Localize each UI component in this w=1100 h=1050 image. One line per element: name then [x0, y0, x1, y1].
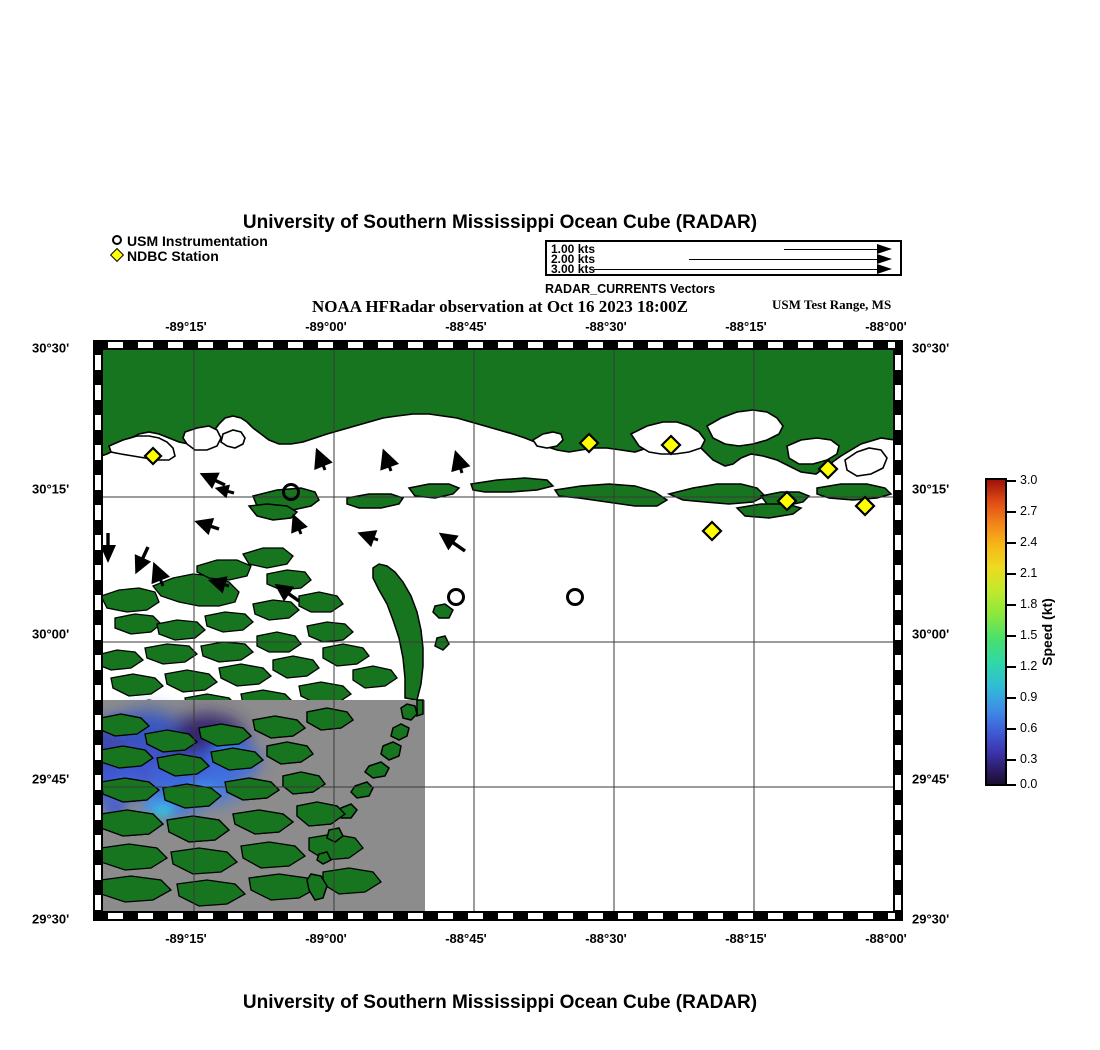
frame-innerline-right: [893, 348, 895, 913]
x-tick-top-4: -88°15': [725, 319, 767, 334]
y-tick-right-0: 30°30': [912, 340, 950, 356]
colorbar-label-8: 0.6: [1020, 721, 1038, 735]
vector-arrowhead-2: [877, 254, 892, 264]
colorbar-gradient: [985, 478, 1007, 786]
vector-arrowhead-3: [877, 264, 892, 274]
colorbar-label-9: 0.3: [1020, 752, 1038, 766]
current-vector-arrows: [101, 447, 471, 603]
map-canvas[interactable]: [101, 348, 895, 913]
frame-line-bottom: [93, 919, 903, 921]
colorbar-label-10: 0.0: [1020, 777, 1038, 791]
colorbar-tick-6: [1007, 666, 1016, 668]
colorbar-label-5: 1.5: [1020, 628, 1038, 642]
page-title: University of Southern Mississippi Ocean…: [242, 212, 758, 233]
page-footer-title: University of Southern Mississippi Ocean…: [242, 992, 758, 1013]
vector-shaft-1: [784, 249, 879, 250]
colorbar-tick-10: [1007, 784, 1016, 786]
y-tick-left-3: 29°45': [32, 771, 70, 787]
colorbar-label-3: 2.1: [1020, 566, 1038, 580]
y-tick-left-1: 30°15': [32, 481, 70, 497]
frame-line-left: [93, 340, 95, 921]
ndbc-station-markers: [143, 432, 876, 542]
colorbar-tick-4: [1007, 604, 1016, 606]
frame-innerline-left: [101, 348, 103, 913]
vector-legend-caption: RADAR_CURRENTS Vectors: [545, 282, 716, 296]
x-tick-top-5: -88°00': [865, 319, 907, 334]
vector-arrowhead-1: [877, 244, 892, 254]
colorbar-label-2: 2.4: [1020, 535, 1038, 549]
vector-legend-row-1: 1.00 kts: [547, 242, 900, 256]
colorbar-tick-2: [1007, 542, 1016, 544]
y-tick-left-0: 30°30': [32, 340, 70, 356]
x-tick-bottom-5: -88°00': [865, 931, 907, 946]
vector-legend-row-3: 3.00 kts: [547, 262, 900, 276]
vector-legend-label-1: 1.00 kts: [551, 242, 596, 256]
y-tick-right-3: 29°45': [912, 771, 950, 787]
colorbar-tick-5: [1007, 635, 1016, 637]
x-tick-bottom-4: -88°15': [725, 931, 767, 946]
colorbar-label-0: 3.0: [1020, 473, 1038, 487]
observation-subtitle: NOAA HFRadar observation at Oct 16 2023 …: [311, 297, 689, 316]
frame-line-right: [901, 340, 903, 921]
colorbar-tick-1: [1007, 511, 1016, 513]
y-tick-right-4: 29°30': [912, 911, 950, 927]
vector-shaft-2: [689, 259, 879, 260]
colorbar-tick-0: [1007, 480, 1016, 482]
vector-shaft-3: [594, 269, 879, 270]
colorbar-tick-9: [1007, 759, 1016, 761]
map-plot-frame[interactable]: [93, 340, 903, 921]
vector-scale-legend: 1.00 kts 2.00 kts 3.00 kts: [545, 240, 902, 276]
test-range-label: USM Test Range, MS: [772, 297, 892, 312]
frame-line-top: [93, 340, 903, 342]
legend-item-ndbc-station: NDBC Station: [109, 247, 268, 264]
colorbar-label-6: 1.2: [1020, 659, 1038, 673]
delta-marsh-topmost: [101, 707, 354, 843]
x-tick-bottom-1: -89°00': [305, 931, 347, 946]
colorbar-label-7: 0.9: [1020, 690, 1038, 704]
x-tick-bottom-2: -88°45': [445, 931, 487, 946]
x-tick-top-2: -88°45': [445, 319, 487, 334]
vector-legend-label-2: 2.00 kts: [551, 252, 596, 266]
frame-border-left: [93, 340, 101, 921]
colorbar-tick-8: [1007, 728, 1016, 730]
y-tick-left-4: 29°30': [32, 911, 70, 927]
x-tick-bottom-0: -89°15': [165, 931, 207, 946]
frame-border-bottom: [93, 913, 903, 921]
circle-outline-icon: [110, 234, 127, 249]
y-tick-right-2: 30°00': [912, 626, 950, 642]
colorbar-tick-3: [1007, 573, 1016, 575]
colorbar-label-1: 2.7: [1020, 504, 1038, 518]
colorbar-label-4: 1.8: [1020, 597, 1038, 611]
x-tick-top-0: -89°15': [165, 319, 207, 334]
chandeleur-over-mask: [306, 699, 424, 901]
x-tick-bottom-3: -88°30': [585, 931, 627, 946]
map-graphics: [101, 348, 895, 913]
colorbar-axis-title: Speed (kt): [1039, 598, 1055, 666]
colorbar-tick-7: [1007, 697, 1016, 699]
vector-legend-label-3: 3.00 kts: [551, 262, 596, 276]
x-tick-top-1: -89°00': [305, 319, 347, 334]
frame-border-top: [93, 340, 903, 348]
frame-innerline-bottom: [101, 911, 895, 913]
vector-legend-row-2: 2.00 kts: [547, 252, 900, 266]
y-tick-right-1: 30°15': [912, 481, 950, 497]
marker-legend: USM Instrumentation NDBC Station: [109, 234, 268, 264]
legend-item-usm-instrumentation: USM Instrumentation: [110, 234, 268, 249]
legend-label-ndbc: NDBC Station: [127, 248, 219, 264]
usm-instrument-markers: [282, 483, 584, 606]
x-tick-top-3: -88°30': [585, 319, 627, 334]
yellow-diamond-icon: [109, 247, 127, 264]
legend-label-usm: USM Instrumentation: [127, 233, 268, 249]
y-tick-left-2: 30°00': [32, 626, 70, 642]
frame-innerline-top: [101, 348, 895, 350]
frame-border-right: [895, 340, 903, 921]
